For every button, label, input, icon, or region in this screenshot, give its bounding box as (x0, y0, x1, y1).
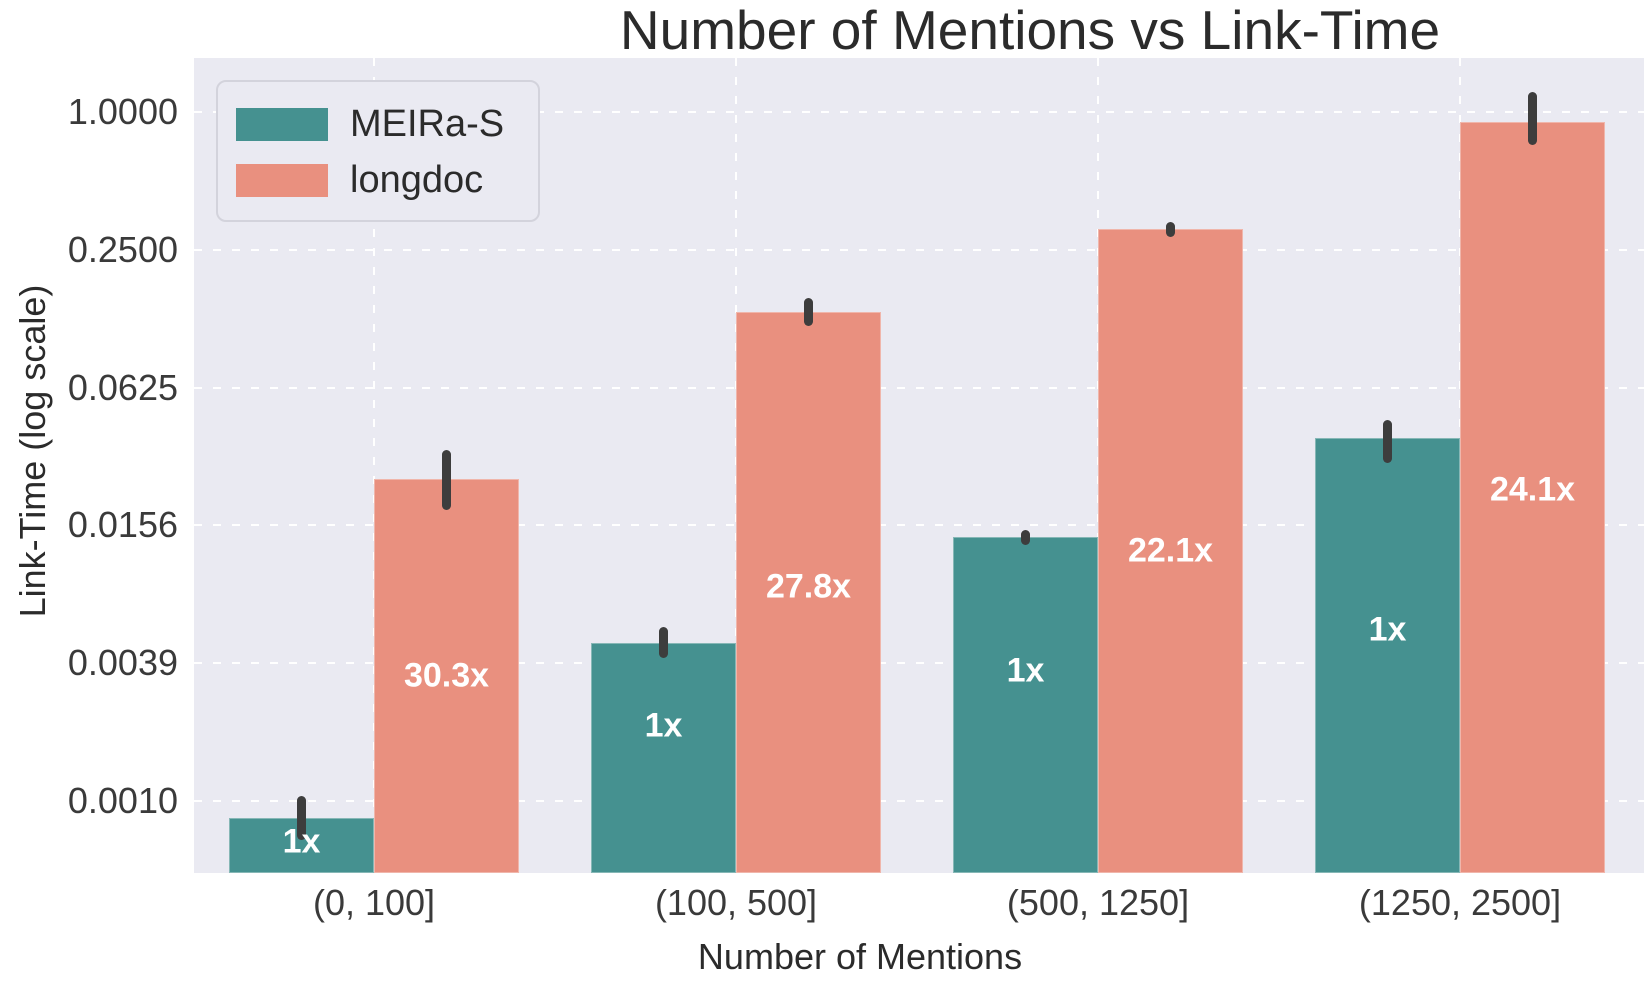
legend-item-meira-s: MEIRa-S (236, 96, 538, 152)
gridline-horizontal (194, 800, 1644, 802)
error-bar-longdoc-1 (804, 297, 813, 327)
bar-longdoc-1 (736, 311, 881, 873)
y-tick-label: 1.0000 (67, 91, 178, 132)
error-bar-longdoc-3 (1528, 92, 1537, 145)
error-bar-longdoc-0 (442, 450, 451, 511)
x-tick-label: (0, 100] (312, 882, 436, 923)
bar-label-meira-s-3: 1x (1368, 610, 1407, 649)
x-tick-label: (1250, 2500] (1358, 882, 1562, 923)
gridline-horizontal (194, 111, 1644, 113)
y-tick-label: 0.2500 (67, 228, 178, 270)
y-tick-label: 0.0039 (67, 642, 178, 684)
error-bar-meira-s-0 (297, 795, 306, 840)
bar-label-meira-s-2: 1x (1006, 651, 1045, 690)
error-bar-meira-s-2 (1021, 530, 1030, 546)
y-tick-label: 0.0156 (67, 504, 178, 546)
legend-label: MEIRa-S (350, 102, 505, 145)
x-axis-label: Number of Mentions (697, 936, 1023, 977)
legend-swatch-meira-s (236, 107, 328, 141)
bar-meira-s-2 (953, 537, 1098, 873)
gridline-horizontal (194, 248, 1644, 251)
legend-item-longdoc: longdoc (236, 152, 538, 208)
bar-label-longdoc-2: 22.1x (1127, 531, 1214, 570)
y-tick-label: 0.0010 (67, 780, 178, 821)
gridline-horizontal (194, 662, 1644, 665)
chart-title: Number of Mentions vs Link-Time (619, 0, 1441, 61)
error-bar-longdoc-2 (1166, 222, 1175, 238)
gridline-horizontal (194, 386, 1644, 389)
bar-label-meira-s-0: 1x (282, 822, 321, 861)
y-axis-label: Link-Time (log scale) (12, 284, 53, 618)
bar-longdoc-3 (1460, 122, 1605, 873)
error-bar-meira-s-1 (659, 627, 668, 659)
x-tick-label: (500, 1250] (1006, 882, 1190, 923)
legend-swatch-longdoc (236, 163, 328, 197)
bar-meira-s-1 (591, 642, 736, 873)
legend-label: longdoc (350, 158, 484, 201)
bar-label-longdoc-0: 30.3x (403, 656, 490, 695)
bar-label-longdoc-3: 24.1x (1489, 470, 1576, 509)
bar-label-longdoc-1: 27.8x (765, 567, 852, 606)
y-tick-label: 0.0625 (67, 366, 178, 408)
x-tick-label: (100, 500] (654, 882, 818, 923)
bar-longdoc-0 (374, 479, 519, 873)
bar-meira-s-3 (1315, 438, 1460, 873)
gridline-vertical (373, 58, 375, 873)
plot-area: 1x 1x 1x 1x 30.3x 27.8x 22.1x 24.1x (194, 58, 1644, 873)
error-bar-meira-s-3 (1383, 420, 1392, 464)
bar-label-meira-s-1: 1x (644, 706, 683, 745)
bar-longdoc-2 (1098, 229, 1243, 873)
legend: MEIRa-S longdoc (216, 80, 540, 222)
gridline-horizontal (194, 524, 1644, 527)
